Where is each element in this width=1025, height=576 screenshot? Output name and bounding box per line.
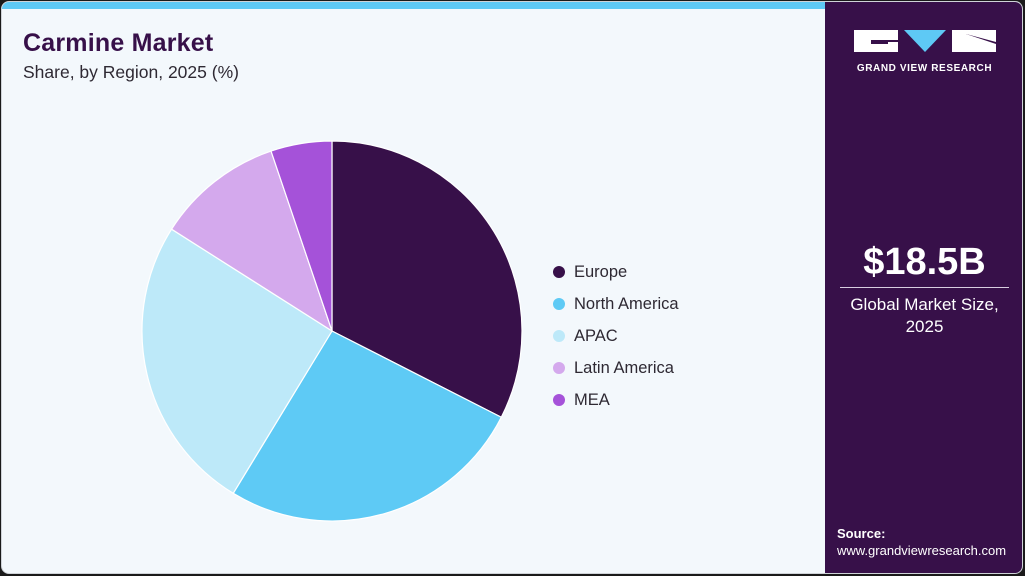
pie-slice-north-america (232, 330, 503, 522)
legend-item-mea: MEA (553, 384, 679, 416)
market-size-label: Global Market Size, 2025 (825, 294, 1022, 338)
legend-label: APAC (574, 326, 618, 345)
legend-item-apac: APAC (553, 320, 679, 352)
divider (840, 287, 1009, 288)
market-size-label-line1: Global Market Size, (850, 295, 999, 314)
info-panel: GRAND VIEW RESEARCH $18.5B Global Market… (825, 2, 1022, 573)
legend: Europe North America APAC Latin America … (553, 256, 679, 416)
legend-item-latin-america: Latin America (553, 352, 679, 384)
legend-item-north-america: North America (553, 288, 679, 320)
chart-title: Carmine Market (23, 29, 214, 57)
legend-dot-icon (553, 266, 565, 278)
legend-label: Europe (574, 262, 628, 281)
pie-slice-europe (331, 140, 523, 419)
legend-dot-icon (553, 330, 565, 342)
legend-dot-icon (553, 362, 565, 374)
market-size-value: $18.5B (863, 241, 986, 283)
pie-slice-apac (141, 228, 333, 495)
chart-subtitle: Share, by Region, 2025 (%) (23, 62, 239, 82)
market-size-label-line2: 2025 (905, 317, 944, 336)
legend-label: Latin America (574, 358, 674, 377)
pie-slice-latin-america (170, 150, 334, 333)
legend-dot-icon (553, 298, 565, 310)
pie-chart (141, 140, 523, 522)
gvr-logo-icon (854, 30, 996, 52)
legend-label: MEA (574, 390, 610, 409)
accent-bar (2, 2, 825, 9)
pie-slice-mea (270, 140, 333, 332)
source-label: Source: (837, 526, 886, 541)
source-link[interactable]: www.grandviewresearch.com (837, 543, 1007, 558)
chart-area: Carmine Market Share, by Region, 2025 (%… (2, 2, 825, 573)
brand-name: GRAND VIEW RESEARCH (856, 63, 993, 74)
legend-label: North America (574, 294, 679, 313)
legend-dot-icon (553, 394, 565, 406)
legend-item-europe: Europe (553, 256, 679, 288)
